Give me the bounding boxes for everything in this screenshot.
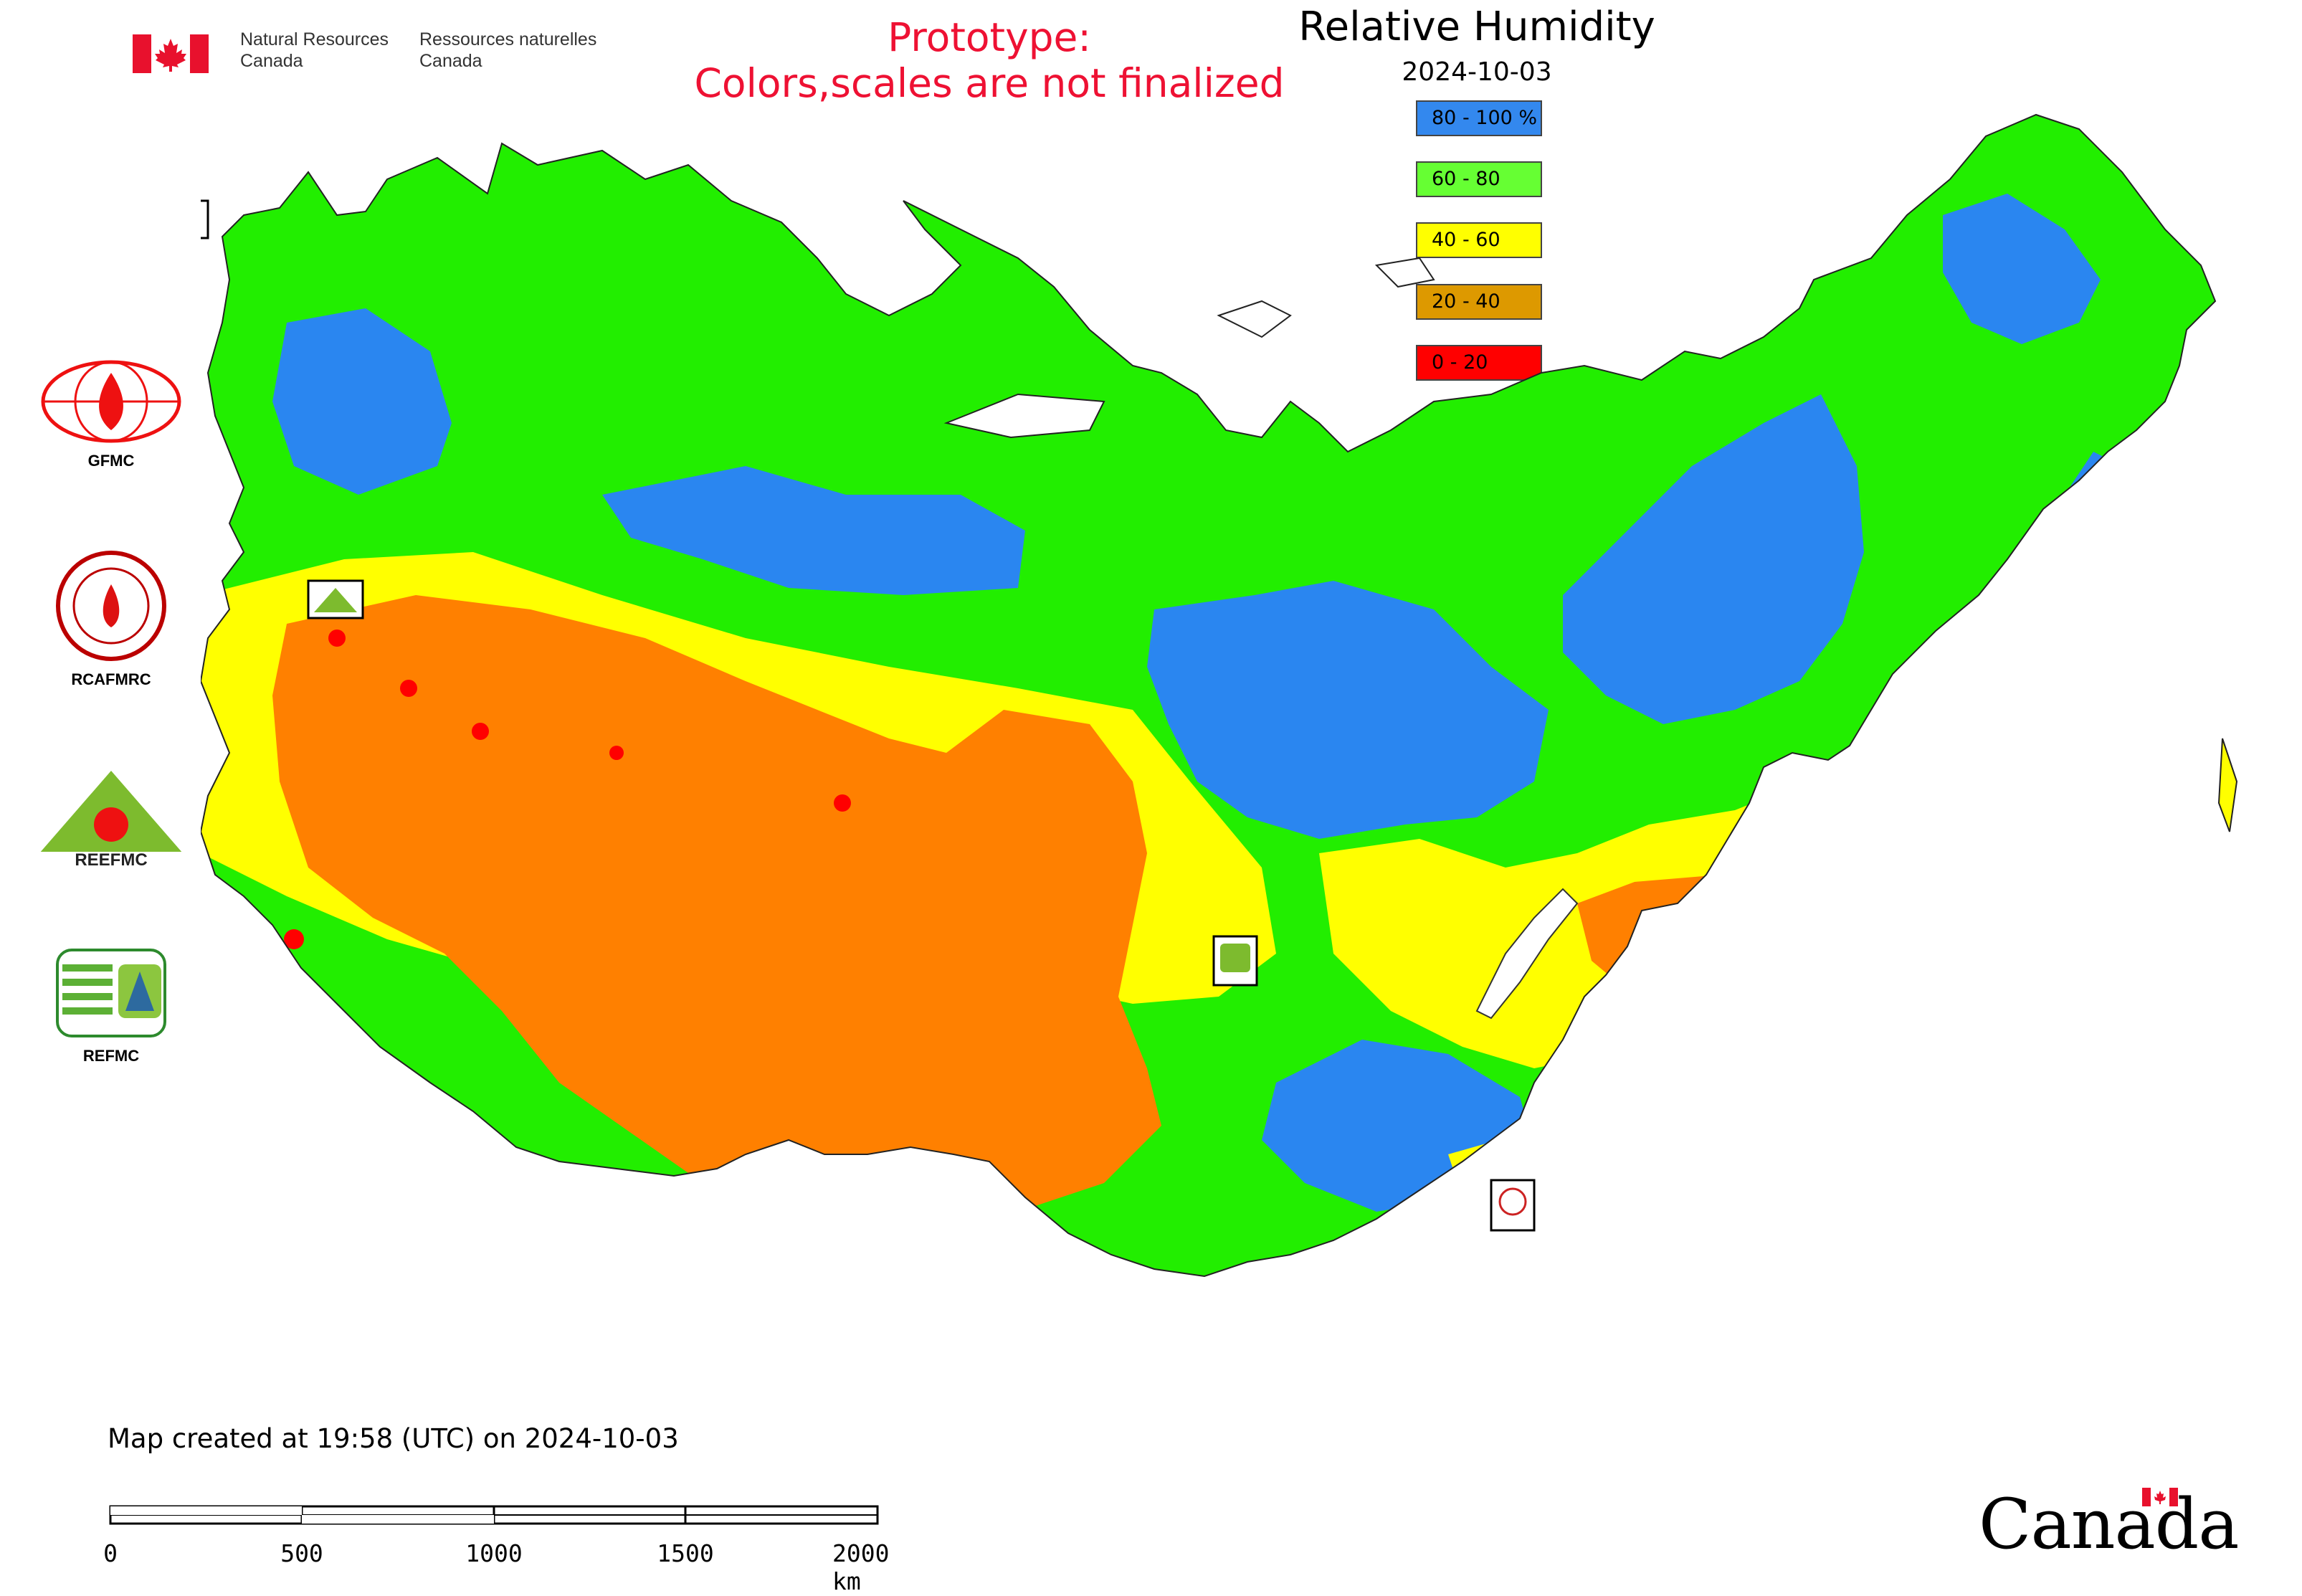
legend-label: 80 - 100 % [1432,107,1538,129]
prototype-notice: Prototype: Colors,scales are not finaliz… [645,14,1333,106]
logo-rcafmrc: RCAFMRC [29,548,194,689]
logo-label: REFMC [82,1047,140,1065]
station-marker-rcafmrc [1490,1179,1536,1232]
nrcan-signature: Natural Resources Canada Ressources natu… [133,29,599,79]
gfmc-globe-flame-icon [41,360,181,443]
legend-label: 0 - 20 [1432,351,1488,374]
zone-blue-north-strip [602,466,1025,595]
logo-gfmc: GFMC [29,358,194,470]
station-marker-refmc [1212,935,1258,987]
arctic-island [1374,257,1435,288]
map-title: Relative Humidity [1298,4,1655,50]
org-en-line2: Canada [240,51,303,71]
zone-blue-northeast [1943,194,2101,344]
station-marker-reefmc [307,579,364,619]
zone-red-spot [400,680,417,697]
zone-red-spot [328,630,346,647]
scale-label: 2000 km [832,1539,890,1595]
legend-item-40-60: 40 - 60 [1416,222,1542,258]
canada-wordmark: Canada [1979,1484,2239,1564]
org-fr-line2: Canada [419,51,482,71]
legend-label: 60 - 80 [1432,168,1500,190]
legend-label: 20 - 40 [1432,290,1500,313]
scale-label: 0 [103,1539,118,1567]
scale-bar-graphic [109,1505,879,1525]
canada-flag-icon [2142,1488,2178,1506]
logo-refmc: REFMC [29,946,194,1065]
scale-label: 1500 [657,1539,714,1567]
scale-label: 1000 [465,1539,523,1567]
zone-red-spot [472,723,489,740]
org-fr-line1: Ressources naturelles [419,29,597,49]
arctic-island [1217,300,1292,338]
notice-line1: Prototype: [888,14,1091,60]
zone-red-spot [284,929,304,949]
legend-item-0-20: 0 - 20 [1416,345,1542,381]
refmc-sigma-icon [56,949,166,1037]
lake-baikal [1475,888,1579,1020]
svg-text:REEFMC: REEFMC [75,850,147,870]
rcafmrc-seal-icon [56,551,166,661]
legend-item-80-100: 80 - 100 % [1416,100,1542,136]
scale-label: 500 [280,1539,323,1567]
zone-blue-east-siberia [1563,394,1864,724]
legend-item-60-80: 60 - 80 [1416,161,1542,197]
legend-label: 40 - 60 [1432,229,1500,251]
map-created-timestamp: Map created at 19:58 (UTC) on 2024-10-03 [108,1423,679,1454]
scale-bar: 0 500 1000 1500 2000 km [103,1495,968,1595]
logo-label: RCAFMRC [71,670,151,688]
wordmark-text: Canada [1979,1484,2239,1564]
map-date: 2024-10-03 [1402,57,1552,87]
zone-red-spot [834,794,851,812]
reefmc-triangle-icon: REEFMC [39,771,183,870]
sakhalin-island [2217,738,2238,832]
org-en-line1: Natural Resources [240,29,389,49]
zone-blue-central-siberia [1147,581,1549,839]
notice-line2: Colors,scales are not finalized [694,60,1285,106]
arctic-island [943,393,1105,439]
zone-blue-northwest [272,308,452,495]
zone-red-spot [609,746,624,760]
zone-yellow-far-east [1914,767,2136,968]
station-marker-gfmc [201,199,209,239]
logo-reefmc: REEFMC [29,767,194,874]
zone-orange-west [272,595,1161,1255]
legend-item-20-40: 20 - 40 [1416,284,1542,320]
logo-label: GFMC [87,452,135,470]
humidity-map [201,114,2238,1277]
humidity-zones [201,115,2215,1276]
canada-flag-icon [133,34,209,73]
